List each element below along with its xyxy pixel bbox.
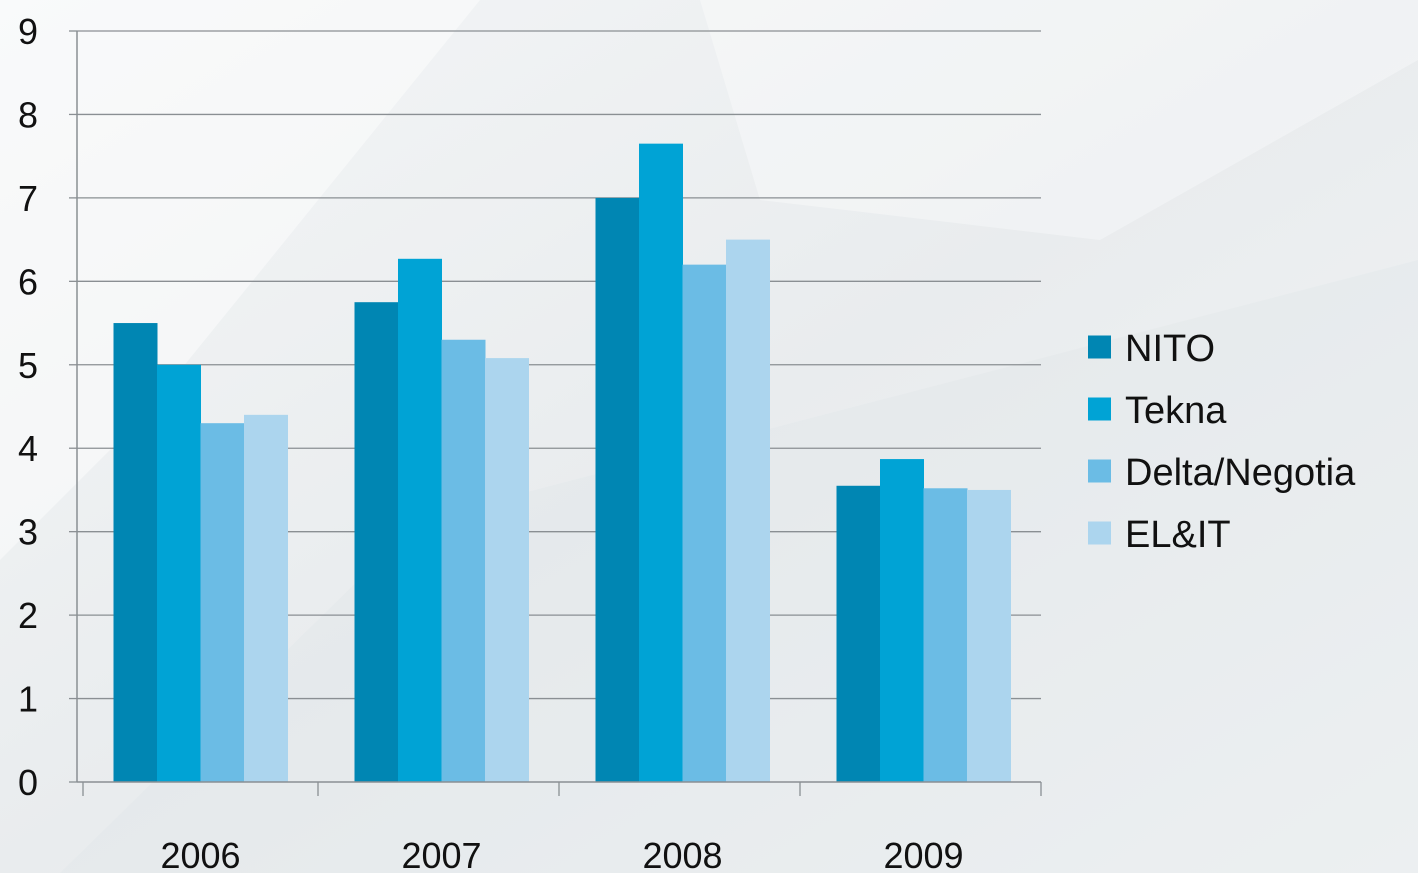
y-tick-label: 7 — [18, 178, 38, 219]
bars — [113, 143, 1011, 783]
bar-nito-2006 — [113, 323, 158, 782]
x-tick-label: 2008 — [642, 835, 722, 873]
x-tick-label: 2009 — [883, 835, 963, 873]
y-tick-label: 6 — [18, 261, 38, 302]
y-tick-label: 2 — [18, 595, 38, 636]
x-tick-label: 2007 — [401, 835, 481, 873]
bar-tekna-2008 — [639, 143, 683, 782]
bar-nito-2007 — [354, 302, 399, 782]
bar-delta-negotia-2006 — [200, 423, 245, 782]
bar-nito-2009 — [836, 485, 881, 782]
legend-swatch-el-it — [1088, 521, 1111, 545]
y-tick-label: 4 — [18, 428, 38, 469]
axes — [69, 30, 1042, 796]
y-tick-label: 9 — [18, 11, 38, 52]
bar-tekna-2009 — [880, 459, 924, 782]
bar-tekna-2006 — [157, 364, 201, 782]
legend-label: EL&IT — [1125, 514, 1231, 556]
bar-el-it-2007 — [485, 358, 529, 782]
legend-swatch-nito — [1088, 335, 1111, 359]
y-tick-label: 5 — [18, 345, 38, 386]
y-tick-label: 0 — [18, 762, 38, 803]
bar-el-it-2006 — [244, 414, 288, 782]
legend-label: Tekna — [1125, 390, 1227, 432]
legend-swatch-delta-negotia — [1088, 459, 1111, 483]
y-tick-label: 3 — [18, 512, 38, 553]
bar-delta-negotia-2007 — [441, 339, 486, 782]
legend: NITO Tekna Delta/Negotia EL&IT — [1088, 328, 1356, 556]
y-tick-label: 1 — [18, 679, 38, 720]
bar-tekna-2007 — [398, 258, 442, 782]
bar-delta-negotia-2009 — [923, 488, 968, 782]
legend-label: Delta/Negotia — [1125, 452, 1356, 494]
x-axis-labels: 2006 2007 2008 2009 — [160, 835, 963, 873]
y-tick-label: 8 — [18, 94, 38, 135]
legend-label: NITO — [1125, 328, 1215, 370]
bar-el-it-2009 — [967, 489, 1011, 782]
x-tick-label: 2006 — [160, 835, 240, 873]
y-axis-labels: 0 1 2 3 4 5 6 7 8 9 — [18, 11, 38, 803]
bar-nito-2008 — [595, 197, 640, 782]
bar-delta-negotia-2008 — [682, 264, 727, 783]
legend-swatch-tekna — [1088, 397, 1111, 421]
bar-el-it-2008 — [726, 239, 770, 783]
